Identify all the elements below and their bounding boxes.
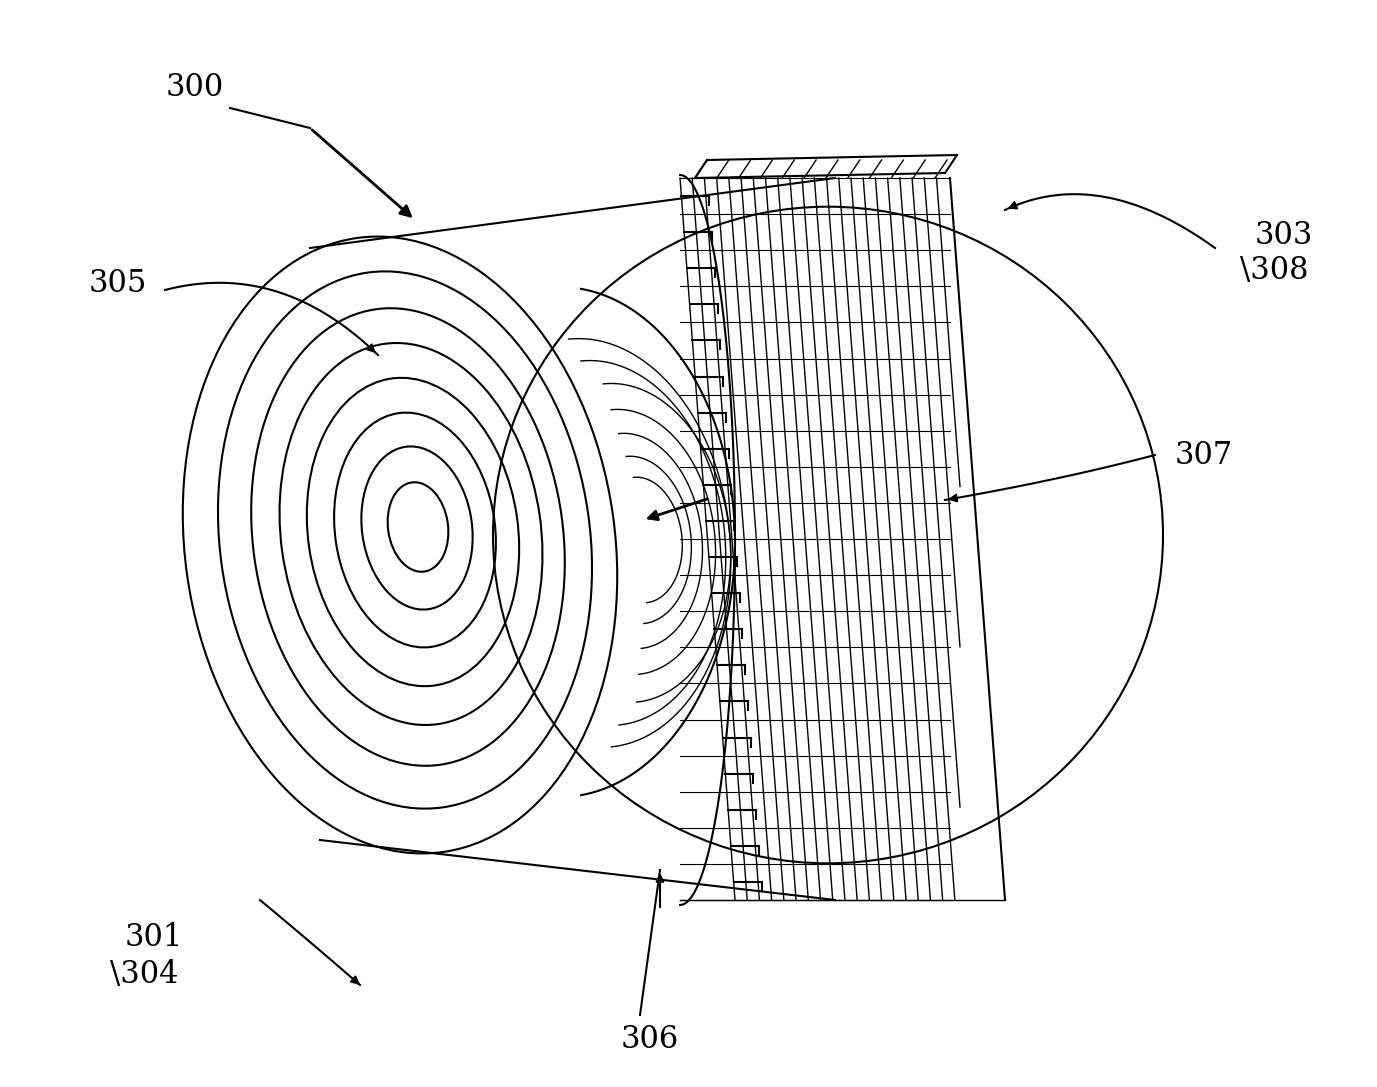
Text: 305: 305 [88, 267, 147, 299]
Text: 303: 303 [1254, 220, 1314, 250]
Text: 306: 306 [621, 1025, 679, 1055]
Text: \308: \308 [1241, 254, 1308, 286]
Text: \304: \304 [110, 960, 179, 990]
Text: 300: 300 [165, 73, 224, 103]
Text: 301: 301 [125, 923, 183, 953]
Text: 307: 307 [1175, 439, 1234, 471]
